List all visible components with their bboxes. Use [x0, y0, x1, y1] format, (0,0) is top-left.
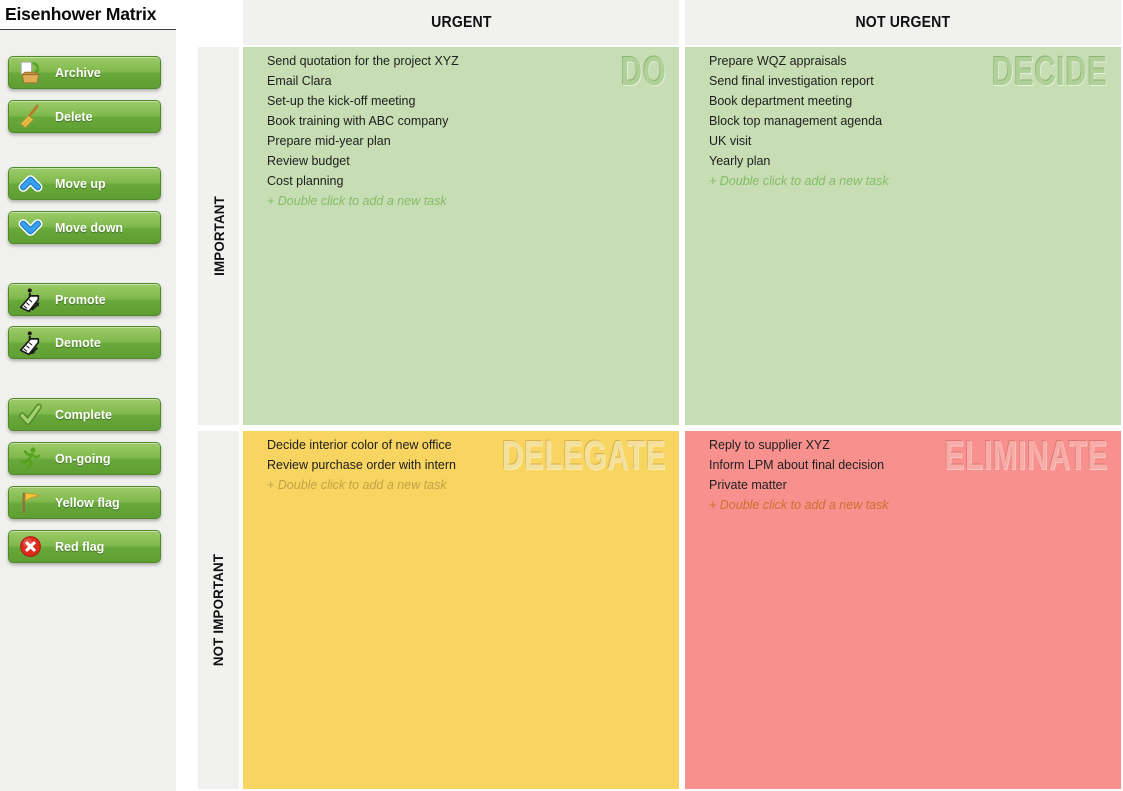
quadrant-delegate[interactable]: DELEGATE Decide interior color of new of…: [243, 431, 679, 789]
add-task-delegate[interactable]: + Double click to add a new task: [267, 478, 447, 492]
task-item[interactable]: Review purchase order with intern: [267, 458, 456, 472]
task-item[interactable]: Cost planning: [267, 174, 344, 188]
complete-icon: [17, 401, 44, 428]
task-item[interactable]: Send final investigation report: [709, 74, 874, 88]
promote-button-label: Promote: [55, 292, 106, 307]
complete-button[interactable]: Complete: [8, 398, 161, 431]
move-down-button[interactable]: Move down: [8, 211, 161, 244]
archive-button[interactable]: Archive: [8, 56, 161, 89]
demote-button[interactable]: Demote: [8, 326, 161, 359]
red-flag-button[interactable]: Red flag: [8, 530, 161, 563]
task-list-delegate: Decide interior color of new office Revie…: [243, 431, 679, 475]
delete-icon: [17, 103, 44, 130]
quadrant-decide[interactable]: DECIDE Prepare WQZ appraisals Send final …: [685, 47, 1121, 425]
demote-button-label: Demote: [55, 335, 101, 350]
task-item[interactable]: Yearly plan: [709, 154, 771, 168]
task-item[interactable]: Set-up the kick-off meeting: [267, 94, 416, 108]
column-header-urgent: URGENT: [243, 0, 679, 45]
archive-button-label: Archive: [55, 65, 101, 80]
task-item[interactable]: Prepare WQZ appraisals: [709, 54, 847, 68]
task-list-eliminate: Reply to supplier XYZ Inform LPM about fi…: [685, 431, 1121, 495]
column-header-urgent-label: URGENT: [430, 13, 492, 31]
page-title: Eisenhower Matrix: [0, 0, 176, 30]
yellow-flag-icon: [17, 489, 44, 516]
sidebar-button-group: Archive Delete: [8, 56, 161, 563]
on-going-button-label: On-going: [55, 451, 111, 466]
quadrant-eliminate[interactable]: ELIMINATE Reply to supplier XYZ Inform LP…: [685, 431, 1121, 789]
quadrant-do[interactable]: DO Send quotation for the project XYZ Ema…: [243, 47, 679, 425]
sidebar: Eisenhower Matrix Archive: [0, 0, 176, 791]
archive-icon: [17, 59, 44, 86]
quadrant-eliminate-watermark: ELIMINATE: [944, 432, 1108, 478]
promote-button[interactable]: Promote: [8, 283, 161, 316]
task-item[interactable]: Prepare mid-year plan: [267, 134, 391, 148]
task-item[interactable]: Reply to supplier XYZ: [709, 438, 830, 452]
demote-icon: [17, 329, 44, 356]
column-header-not-urgent: NOT URGENT: [685, 0, 1121, 45]
quadrant-do-watermark: DO: [620, 48, 666, 94]
complete-button-label: Complete: [55, 407, 112, 422]
task-item[interactable]: Book department meeting: [709, 94, 853, 108]
red-flag-button-label: Red flag: [55, 539, 105, 554]
yellow-flag-button-label: Yellow flag: [55, 495, 120, 510]
column-header-not-urgent-label: NOT URGENT: [855, 13, 951, 31]
quadrant-delegate-watermark: DELEGATE: [501, 432, 666, 478]
row-header-important: IMPORTANT: [198, 47, 239, 425]
task-item[interactable]: Block top management agenda: [709, 114, 883, 128]
on-going-button[interactable]: On-going: [8, 442, 161, 475]
add-task-do[interactable]: + Double click to add a new task: [267, 194, 447, 208]
move-down-icon: [17, 214, 44, 241]
move-down-button-label: Move down: [55, 220, 124, 235]
task-list-do: Send quotation for the project XYZ Email …: [243, 47, 679, 191]
row-header-important-label: IMPORTANT: [210, 196, 227, 276]
task-item[interactable]: Email Clara: [267, 74, 332, 88]
quadrant-decide-watermark: DECIDE: [992, 48, 1108, 94]
red-flag-icon: [17, 533, 44, 560]
task-item[interactable]: UK visit: [709, 134, 752, 148]
yellow-flag-button[interactable]: Yellow flag: [8, 486, 161, 519]
task-item[interactable]: Inform LPM about final decision: [709, 458, 885, 472]
move-up-button[interactable]: Move up: [8, 167, 161, 200]
add-task-eliminate[interactable]: + Double click to add a new task: [709, 498, 889, 512]
delete-button-label: Delete: [55, 109, 93, 124]
row-header-not-important-label: NOT IMPORTANT: [210, 553, 227, 667]
task-item[interactable]: Review budget: [267, 154, 350, 168]
delete-button[interactable]: Delete: [8, 100, 161, 133]
task-item[interactable]: Book training with ABC company: [267, 114, 449, 128]
promote-icon: [17, 286, 44, 313]
task-item[interactable]: Send quotation for the project XYZ: [267, 54, 459, 68]
on-going-icon: [17, 445, 44, 472]
task-item[interactable]: Decide interior color of new office: [267, 438, 452, 452]
move-up-button-label: Move up: [55, 176, 106, 191]
row-header-not-important: NOT IMPORTANT: [198, 431, 239, 789]
add-task-decide[interactable]: + Double click to add a new task: [709, 174, 889, 188]
move-up-icon: [17, 170, 44, 197]
task-list-decide: Prepare WQZ appraisals Send final investi…: [685, 47, 1121, 171]
task-item[interactable]: Private matter: [709, 478, 787, 492]
